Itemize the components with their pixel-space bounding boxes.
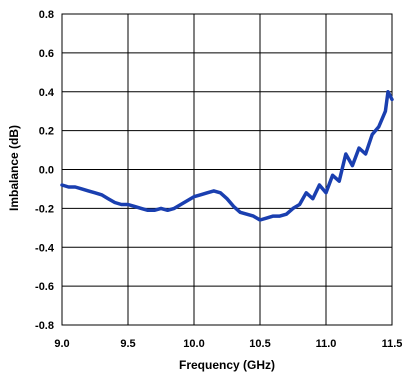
y-axis-label: Imbalance (dB) [7,125,21,211]
y-tick-label: 0.2 [39,126,54,138]
y-tick-label: -0.2 [35,203,54,215]
y-tick-label: -0.8 [35,320,54,332]
y-tick-labels: 0.8 0.6 0.4 0.2 0.0 -0.2 -0.4 -0.6 -0.8 [35,9,55,332]
imbalance-line [60,89,394,222]
x-tick-label: 10.5 [249,338,270,350]
y-tick-label: 0.6 [39,48,54,60]
x-axis-label: Frequency (GHz) [179,358,275,372]
y-tick-label: 0.4 [39,87,55,99]
series [60,89,394,222]
x-tick-label: 11.5 [382,338,403,350]
y-tick-label: -0.6 [35,281,54,293]
plot-frame [61,13,393,326]
x-tick-label: 11.0 [316,338,337,350]
y-tick-label: -0.4 [35,242,55,254]
x-tick-label: 10.0 [183,338,204,350]
x-tick-label: 9.5 [120,338,135,350]
y-tick-label: 0.8 [39,9,54,21]
x-tick-label: 9.0 [54,338,69,350]
x-tick-labels: 9.0 9.5 10.0 10.5 11.0 11.5 [54,338,402,350]
grid [61,13,393,326]
y-tick-label: 0.0 [39,165,54,177]
